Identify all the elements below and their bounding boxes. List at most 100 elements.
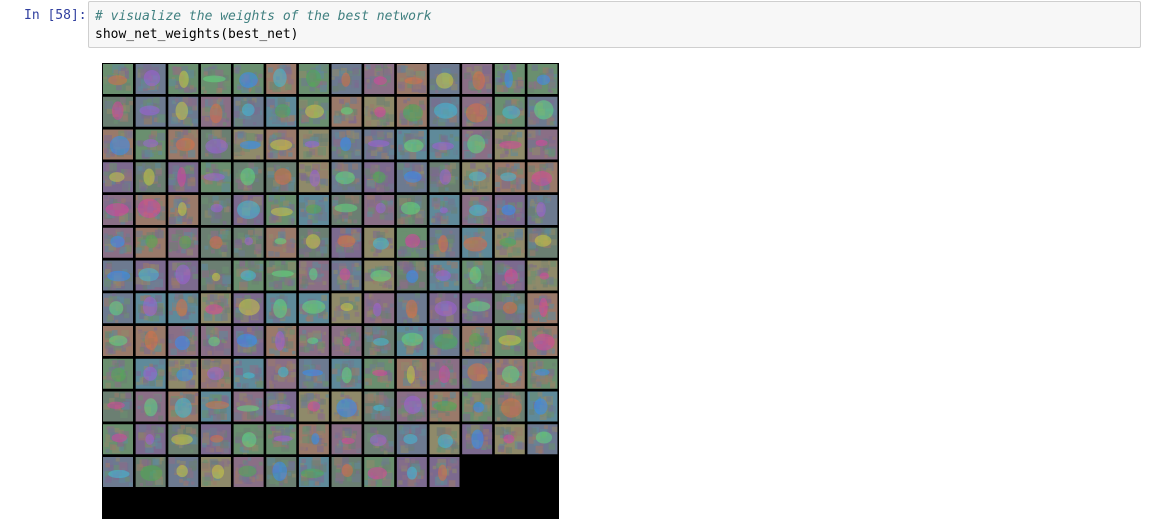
weight-tile (135, 457, 166, 487)
code-input-area[interactable]: # visualize the weights of the best netw… (88, 1, 1141, 48)
weight-tile (527, 391, 558, 422)
weight-tile (103, 358, 133, 389)
weight-tile (266, 391, 297, 422)
weight-tile (168, 424, 199, 455)
weight-tile (266, 457, 297, 487)
weight-tile (168, 326, 199, 356)
weight-tile (266, 293, 297, 324)
weight-tile (298, 457, 329, 487)
weight-tile (331, 457, 362, 487)
weight-tile (200, 162, 231, 193)
weight-tile (298, 64, 329, 94)
weight-tile (266, 326, 297, 356)
weight-tile (168, 195, 199, 225)
weight-tile (396, 96, 427, 127)
weight-tile (331, 391, 362, 422)
weight-tile (135, 195, 166, 225)
weight-tile (396, 424, 427, 455)
weight-tile (364, 457, 395, 487)
weight-tile (266, 129, 297, 160)
weight-tile (168, 391, 199, 422)
weight-tile (233, 227, 264, 258)
weight-tile (298, 227, 329, 258)
weight-tile (462, 64, 493, 94)
weight-tile (364, 293, 395, 324)
weight-tile (266, 64, 297, 94)
weight-tile (103, 195, 133, 225)
weight-tile (135, 162, 166, 193)
weight-tile (135, 227, 166, 258)
weight-tile (429, 227, 460, 258)
weight-tile (298, 293, 329, 324)
weights-grid-image (102, 63, 559, 519)
weight-tile (103, 293, 133, 324)
weight-tile (494, 358, 525, 389)
weight-tile (494, 64, 525, 94)
weight-tile (527, 195, 558, 225)
weight-tile (331, 358, 362, 389)
weight-tile (200, 129, 231, 160)
weight-tile (527, 293, 558, 324)
weight-tile (331, 129, 362, 160)
weight-tile (135, 391, 166, 422)
weight-tile (298, 260, 329, 291)
weight-tile (429, 358, 460, 389)
weight-tile (462, 96, 493, 127)
weight-tile (396, 129, 427, 160)
weight-tile (135, 96, 166, 127)
weight-tile (364, 162, 395, 193)
weight-tile (135, 326, 166, 356)
weight-tile (103, 260, 133, 291)
weight-tile (429, 457, 460, 487)
weight-tile (462, 358, 493, 389)
weight-tile (298, 358, 329, 389)
weight-tile (331, 424, 362, 455)
weight-tile (298, 424, 329, 455)
weight-tile (103, 227, 133, 258)
weight-tile (168, 457, 199, 487)
weight-tile (200, 424, 231, 455)
weight-tile (200, 195, 231, 225)
weight-tile (462, 195, 493, 225)
weight-tile (168, 293, 199, 324)
weight-tile (200, 260, 231, 291)
weight-tile (462, 162, 493, 193)
weight-tile (233, 326, 264, 356)
weight-tile (494, 293, 525, 324)
weight-tile (233, 260, 264, 291)
weight-tile (396, 195, 427, 225)
weight-tile (396, 358, 427, 389)
weight-tile (168, 129, 199, 160)
weight-tile (396, 227, 427, 258)
weight-tile (135, 424, 166, 455)
weight-tile (364, 195, 395, 225)
input-prompt: In [58]: (24, 8, 87, 23)
weight-tile (429, 129, 460, 160)
weight-tile (135, 293, 166, 324)
weight-tile (168, 358, 199, 389)
weight-tile (331, 195, 362, 225)
weight-tile (168, 260, 199, 291)
weight-tile (103, 64, 133, 94)
weight-tile (233, 358, 264, 389)
weight-tile (233, 162, 264, 193)
weight-tile (364, 129, 395, 160)
weight-tile (527, 260, 558, 291)
weight-tile (103, 424, 133, 455)
weight-tile (527, 129, 558, 160)
weight-tile (494, 162, 525, 193)
weight-tile (429, 96, 460, 127)
weight-tile (266, 424, 297, 455)
weight-tile (103, 457, 133, 487)
weight-tile (168, 227, 199, 258)
weight-tile (200, 358, 231, 389)
weight-tile (200, 64, 231, 94)
weight-tile (200, 457, 231, 487)
weight-tile (266, 260, 297, 291)
weight-tile (429, 293, 460, 324)
weight-tile (135, 358, 166, 389)
weight-tile (298, 391, 329, 422)
weight-tile (266, 358, 297, 389)
weight-tile (527, 227, 558, 258)
